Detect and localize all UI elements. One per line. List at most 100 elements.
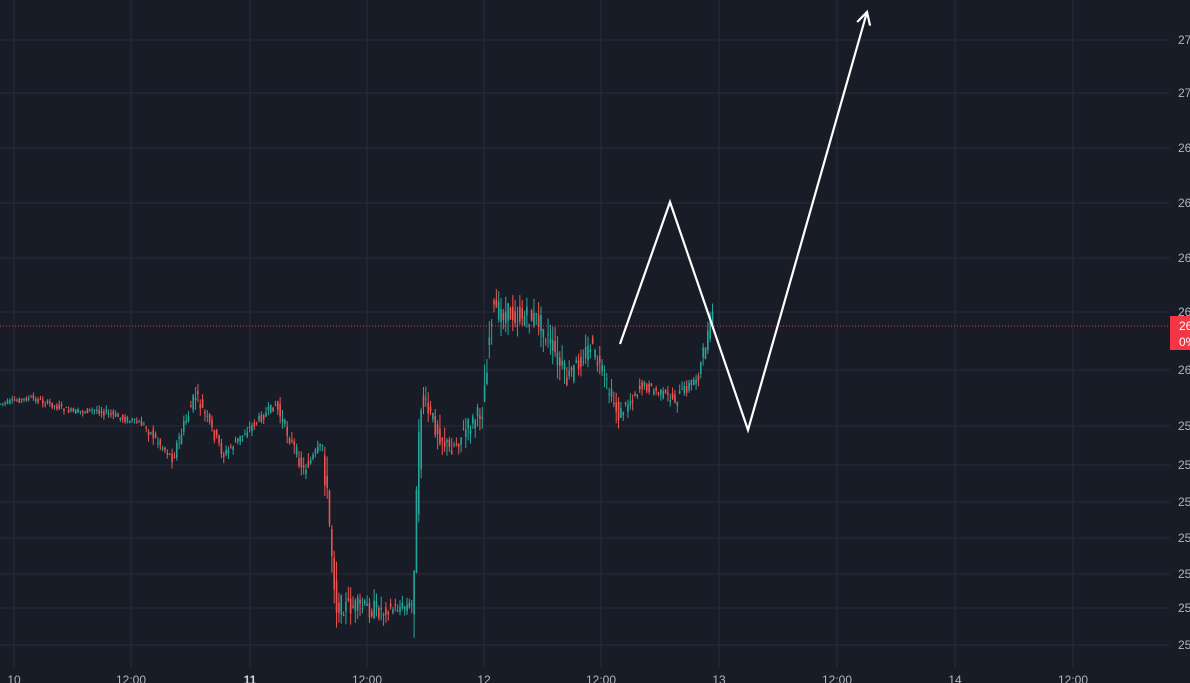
candle <box>222 451 225 464</box>
candle-body <box>267 406 270 411</box>
y-tick-label: 25 <box>1178 495 1190 509</box>
candle-body <box>9 400 11 404</box>
y-tick-label: 26 <box>1178 305 1190 319</box>
candle-body <box>70 408 72 411</box>
candle-body <box>356 597 359 611</box>
candle <box>617 397 620 429</box>
candle <box>326 456 328 499</box>
candle-body <box>434 415 437 436</box>
candle <box>589 343 592 359</box>
candle <box>683 381 686 396</box>
candle <box>279 396 281 424</box>
candle <box>399 600 401 616</box>
candle-body <box>678 391 681 394</box>
candle <box>627 399 629 419</box>
y-tick-label: 26 <box>1178 363 1190 377</box>
candle <box>13 396 16 402</box>
y-tick-label: 27 <box>1178 33 1190 47</box>
candle-body <box>683 385 686 394</box>
candle <box>450 438 453 455</box>
candle <box>448 436 451 452</box>
candle <box>321 444 324 452</box>
candle-body <box>157 442 159 444</box>
candle-body <box>495 299 498 308</box>
candle-body <box>523 316 526 326</box>
candle <box>704 346 707 360</box>
candle <box>112 409 115 420</box>
candle-body <box>373 600 375 619</box>
candle-body <box>110 413 112 415</box>
candle <box>23 398 25 403</box>
candle-body <box>692 379 695 386</box>
candle-body <box>504 311 507 324</box>
candle-body <box>175 442 178 458</box>
candle <box>333 550 335 604</box>
candle <box>190 400 192 408</box>
candle <box>349 587 352 625</box>
candle <box>613 391 615 408</box>
candle <box>56 403 58 411</box>
candle <box>79 410 82 415</box>
candle <box>154 431 157 439</box>
candle <box>227 446 230 459</box>
candle <box>89 408 91 412</box>
candle <box>234 436 237 443</box>
candle-body <box>603 374 606 376</box>
candle-body <box>601 365 603 372</box>
candle <box>526 297 528 328</box>
candle-body <box>700 362 702 374</box>
candle-body <box>131 419 133 421</box>
drawn-trend-annotation[interactable] <box>618 9 872 434</box>
candle-body <box>192 394 194 410</box>
candle <box>338 592 340 623</box>
candle-body <box>23 398 25 400</box>
candle-body <box>13 399 16 401</box>
candle-body <box>561 360 563 366</box>
candle <box>486 359 488 386</box>
candle-body <box>30 396 32 398</box>
candle <box>218 434 220 447</box>
candle-body <box>559 357 561 366</box>
candle <box>479 408 481 431</box>
candle-body <box>509 307 512 320</box>
candle <box>300 451 303 476</box>
y-tick-label: 25 <box>1178 419 1190 433</box>
candle <box>371 608 373 619</box>
candle <box>678 384 681 395</box>
candle <box>152 425 155 445</box>
x-tick-label: 12:00 <box>822 673 852 683</box>
candle <box>375 593 378 617</box>
vertical-grid <box>13 0 1074 668</box>
candle-body <box>648 383 650 392</box>
candle-body <box>408 602 411 608</box>
candle <box>293 438 296 454</box>
candle <box>603 365 606 388</box>
candle <box>248 421 251 433</box>
candle-body <box>535 313 538 315</box>
candle-body <box>366 603 368 606</box>
candle-body <box>51 402 53 408</box>
candle-body <box>133 418 136 421</box>
candle-body <box>49 401 51 404</box>
candle-body <box>230 446 232 448</box>
candle-body <box>46 400 49 403</box>
candle <box>140 416 143 426</box>
candle <box>441 437 444 455</box>
candle-body <box>178 436 180 439</box>
candle <box>664 389 667 394</box>
candle-body <box>241 435 244 437</box>
candle <box>260 411 263 424</box>
candle <box>354 598 357 623</box>
candle-body <box>613 402 615 405</box>
time-axis[interactable]: 10 12:00 11 12:00 12 12:00 13 12:00 14 12:00 <box>7 673 1088 683</box>
candle <box>277 400 279 415</box>
candle <box>582 349 585 366</box>
candle-body <box>201 399 204 408</box>
candle-body <box>406 604 408 612</box>
candle-body <box>44 404 46 406</box>
annotation-polyline <box>618 11 869 434</box>
candle-body <box>152 429 155 439</box>
